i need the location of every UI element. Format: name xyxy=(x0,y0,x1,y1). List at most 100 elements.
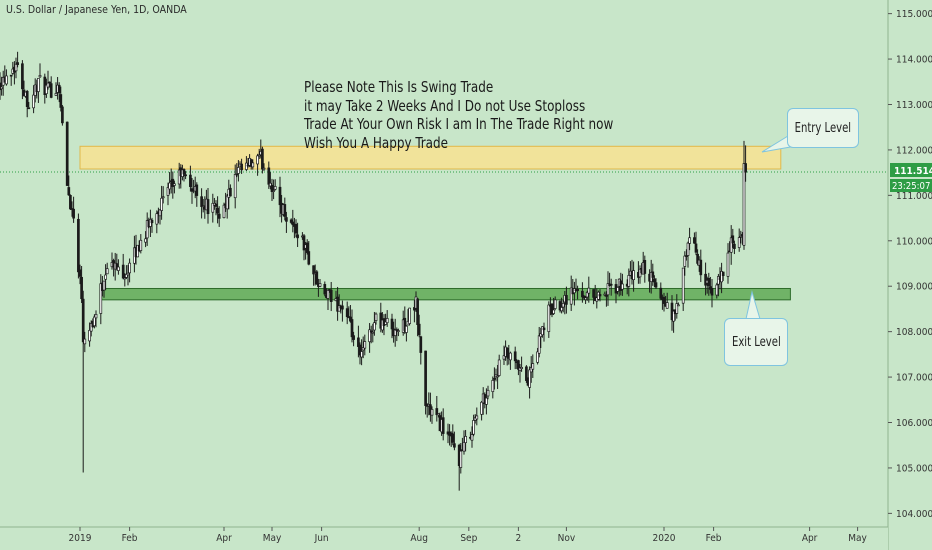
candle-down xyxy=(291,221,295,226)
candle-down xyxy=(67,187,71,196)
candle-up xyxy=(408,307,411,324)
time-tick-label: Feb xyxy=(706,533,722,544)
time-tick-label: 2020 xyxy=(653,533,676,544)
candle-up xyxy=(368,329,371,343)
candle-down xyxy=(283,204,287,217)
plot-background xyxy=(0,0,888,527)
candle-up xyxy=(54,93,58,96)
candle-up xyxy=(46,82,50,88)
candle-up xyxy=(509,352,512,361)
candle-down xyxy=(441,417,445,434)
symbol-title: U.S. Dollar / Japanese Yen, 1D, OANDA xyxy=(6,4,187,16)
candle-down xyxy=(80,276,83,300)
candle-up xyxy=(166,187,170,196)
candle-up xyxy=(536,351,539,363)
candle-up xyxy=(430,409,434,416)
candle-up xyxy=(541,326,544,336)
candle-up xyxy=(528,369,531,388)
candle-down xyxy=(341,305,344,310)
time-tick-label: Feb xyxy=(122,533,138,544)
candle-up xyxy=(222,204,226,219)
candle-up xyxy=(158,209,162,217)
candle-down xyxy=(278,186,282,206)
candle-up xyxy=(269,182,272,187)
candle-down xyxy=(493,378,496,380)
candle-up xyxy=(587,287,591,294)
candle-down xyxy=(336,296,339,312)
candle-down xyxy=(296,234,299,239)
candle-down xyxy=(731,235,735,244)
candle-up xyxy=(45,84,48,95)
candle-up xyxy=(374,313,378,321)
candle-up xyxy=(665,302,669,309)
candle-up xyxy=(560,307,563,312)
candle-up xyxy=(363,341,367,349)
candle-up xyxy=(139,239,143,251)
candle-down xyxy=(216,207,219,214)
candle-up xyxy=(518,367,522,371)
candle-down xyxy=(413,307,416,311)
time-tick-label: Aug xyxy=(410,533,428,544)
candle-down xyxy=(77,218,80,273)
candle-up xyxy=(627,275,631,287)
candle-down xyxy=(733,243,736,249)
candle-up xyxy=(102,280,106,291)
candle-down xyxy=(48,81,51,84)
candle-up xyxy=(397,330,400,332)
time-tick-label: 2 xyxy=(516,533,522,544)
candle-down xyxy=(229,187,232,197)
candle-up xyxy=(502,355,506,360)
candle-down xyxy=(369,330,373,333)
candle-up xyxy=(105,268,109,275)
note-line: Please Note This Is Swing Trade xyxy=(304,78,494,96)
price-tick-label: 112.000 xyxy=(896,145,932,156)
candle-down xyxy=(525,366,528,381)
candle-down xyxy=(550,303,554,315)
candle-down xyxy=(609,283,613,286)
candle-up xyxy=(437,413,440,416)
candle-up xyxy=(384,321,387,325)
entry-level-callout[interactable]: Entry Level xyxy=(787,108,859,148)
candle-down xyxy=(542,327,546,331)
candle-up xyxy=(632,270,635,281)
candle-down xyxy=(451,433,455,443)
candle-down xyxy=(59,94,63,108)
candle-down xyxy=(513,351,517,362)
candle-down xyxy=(721,271,725,277)
candle-up xyxy=(472,420,475,435)
candle-down xyxy=(710,288,714,296)
candle-up xyxy=(128,262,131,274)
candle-up xyxy=(739,235,743,238)
candle-down xyxy=(651,271,655,278)
candle-up xyxy=(145,220,149,239)
candle-down xyxy=(184,174,187,177)
candle-down xyxy=(312,265,315,275)
exit-level-callout[interactable]: Exit Level xyxy=(724,318,788,366)
time-tick-label: May xyxy=(263,533,282,544)
candle-down xyxy=(78,269,82,277)
candle-up xyxy=(715,284,719,296)
candle-down xyxy=(61,106,64,124)
candle-up xyxy=(737,237,741,248)
candle-up xyxy=(233,173,237,199)
candle-up xyxy=(677,304,680,307)
candle-down xyxy=(0,82,2,91)
candle-down xyxy=(49,83,53,98)
candle-up xyxy=(553,299,557,309)
candle-up xyxy=(94,314,98,319)
price-tick-label: 113.000 xyxy=(896,100,932,111)
candle-down xyxy=(662,297,666,304)
candle-up xyxy=(729,237,733,253)
candle-down xyxy=(200,196,203,207)
candle-down xyxy=(189,174,192,187)
price-tick-label: 108.000 xyxy=(896,327,932,338)
price-tick-label: 110.000 xyxy=(896,236,932,247)
candle-up xyxy=(603,293,607,296)
candle-up xyxy=(272,190,275,192)
time-tick-label: Sep xyxy=(460,533,477,544)
candle-up xyxy=(251,162,255,168)
candle-down xyxy=(424,350,427,406)
candle-up xyxy=(5,75,8,85)
